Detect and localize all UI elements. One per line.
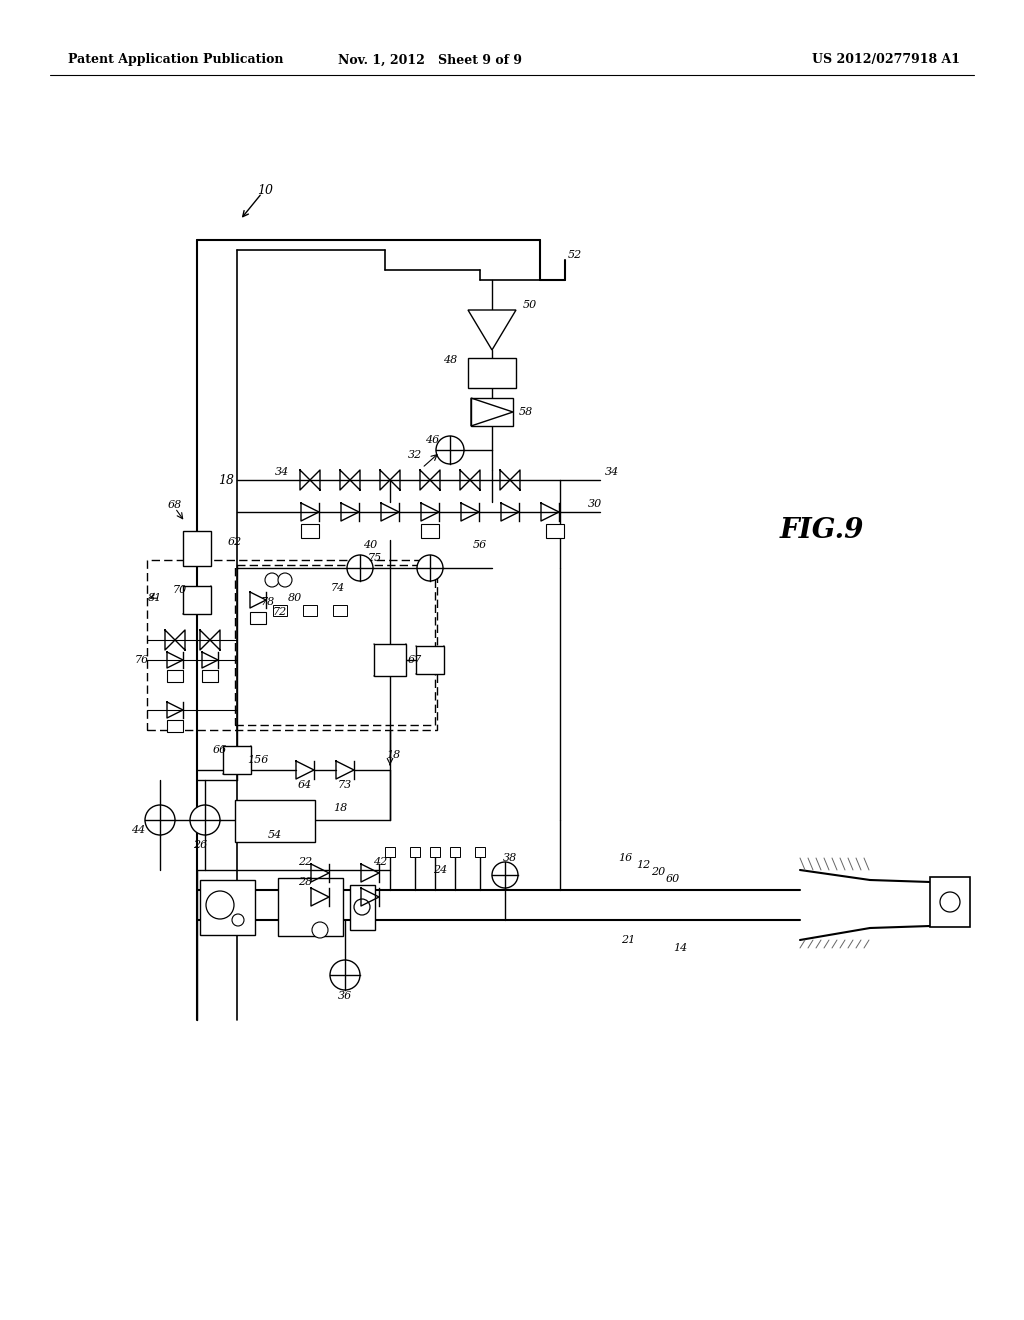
Text: 58: 58 <box>519 407 534 417</box>
Text: 14: 14 <box>673 942 687 953</box>
Text: 64: 64 <box>298 780 312 789</box>
Circle shape <box>232 913 244 927</box>
Text: 20: 20 <box>651 867 666 876</box>
Text: 62: 62 <box>228 537 242 546</box>
Text: 74: 74 <box>331 583 345 593</box>
Text: 18: 18 <box>386 750 400 760</box>
Text: 76: 76 <box>135 655 150 665</box>
Bar <box>333 605 347 616</box>
Bar <box>468 358 516 388</box>
Bar <box>278 878 343 936</box>
Bar <box>167 671 183 682</box>
Bar <box>471 399 513 426</box>
Text: 78: 78 <box>261 597 275 607</box>
Circle shape <box>278 573 292 587</box>
Bar <box>421 524 439 539</box>
Text: 56: 56 <box>473 540 487 550</box>
Text: 38: 38 <box>503 853 517 863</box>
Bar <box>546 524 564 539</box>
Text: US 2012/0277918 A1: US 2012/0277918 A1 <box>812 54 961 66</box>
Circle shape <box>190 805 220 836</box>
Text: 28: 28 <box>298 876 312 887</box>
Text: 54: 54 <box>268 830 283 840</box>
Text: 18: 18 <box>218 474 234 487</box>
Text: 32: 32 <box>408 450 422 459</box>
Text: 26: 26 <box>193 840 207 850</box>
Bar <box>450 847 460 857</box>
Text: 81: 81 <box>147 593 162 603</box>
Text: 34: 34 <box>274 467 289 477</box>
Circle shape <box>492 862 518 888</box>
Text: 80: 80 <box>288 593 302 603</box>
Circle shape <box>312 921 328 939</box>
Text: 16: 16 <box>617 853 632 863</box>
Bar <box>475 847 485 857</box>
Text: Patent Application Publication: Patent Application Publication <box>68 54 284 66</box>
Bar <box>167 719 183 733</box>
Text: 12: 12 <box>636 861 650 870</box>
Circle shape <box>145 805 175 836</box>
Bar <box>183 531 211 566</box>
Bar <box>430 847 440 857</box>
Circle shape <box>265 573 279 587</box>
Text: 46: 46 <box>425 436 439 445</box>
Bar <box>200 880 255 935</box>
Text: 50: 50 <box>523 300 538 310</box>
Text: 60: 60 <box>666 874 680 884</box>
Bar <box>303 605 317 616</box>
Bar <box>234 565 435 725</box>
Text: 21: 21 <box>621 935 635 945</box>
Text: 52: 52 <box>568 249 582 260</box>
Bar <box>250 612 266 624</box>
Text: Nov. 1, 2012   Sheet 9 of 9: Nov. 1, 2012 Sheet 9 of 9 <box>338 54 522 66</box>
Text: 73: 73 <box>338 780 352 789</box>
Text: 34: 34 <box>605 467 620 477</box>
Text: 72: 72 <box>272 607 287 616</box>
Text: 40: 40 <box>362 540 377 550</box>
Bar <box>301 524 319 539</box>
Circle shape <box>354 899 370 915</box>
Text: 70: 70 <box>173 585 187 595</box>
Text: 68: 68 <box>168 500 182 510</box>
Circle shape <box>417 554 443 581</box>
Text: 156: 156 <box>248 755 268 766</box>
Text: 22: 22 <box>298 857 312 867</box>
Text: 66: 66 <box>213 744 227 755</box>
Text: 24: 24 <box>433 865 447 875</box>
Bar <box>183 586 211 614</box>
Text: 10: 10 <box>257 183 273 197</box>
Bar <box>202 671 218 682</box>
Bar <box>350 884 375 931</box>
Bar <box>416 645 444 675</box>
Text: 30: 30 <box>588 499 602 510</box>
Text: 48: 48 <box>442 355 457 366</box>
Polygon shape <box>468 310 516 350</box>
Bar <box>374 644 406 676</box>
Text: 42: 42 <box>373 857 387 867</box>
Bar <box>234 800 315 842</box>
Circle shape <box>206 891 234 919</box>
Circle shape <box>436 436 464 465</box>
Text: 36: 36 <box>338 991 352 1001</box>
Text: 18: 18 <box>333 803 347 813</box>
Bar <box>273 605 287 616</box>
Text: 67: 67 <box>408 655 422 665</box>
Bar <box>930 876 970 927</box>
Text: 75: 75 <box>368 553 382 564</box>
Text: 44: 44 <box>131 825 145 836</box>
Circle shape <box>347 554 373 581</box>
Bar <box>147 560 437 730</box>
Bar <box>385 847 395 857</box>
Circle shape <box>940 892 961 912</box>
Circle shape <box>330 960 360 990</box>
Text: FIG.9: FIG.9 <box>780 516 864 544</box>
Bar <box>410 847 420 857</box>
Bar <box>223 746 251 774</box>
